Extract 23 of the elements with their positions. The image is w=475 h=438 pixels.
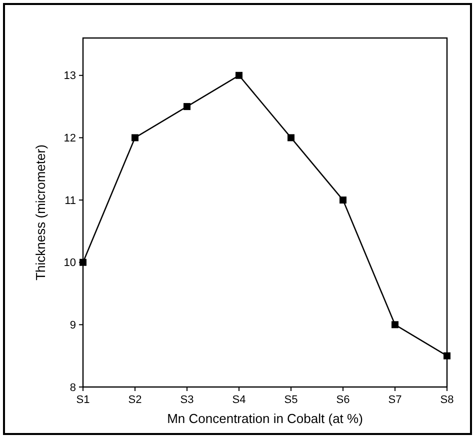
x-axis-title: Mn Concentration in Cobalt (at %) (167, 411, 363, 426)
y-tick-label: 9 (70, 320, 76, 332)
x-tick-label: S5 (284, 394, 298, 406)
x-tick-label: S7 (388, 394, 402, 406)
point (236, 72, 242, 79)
y-axis-title: Thickness (micrometer) (33, 144, 48, 280)
point (444, 352, 450, 360)
x-tick-label: S4 (232, 394, 246, 406)
x-tick-label: S6 (336, 394, 350, 406)
y-tick-label: 10 (64, 257, 76, 270)
y-tick-label: 12 (64, 132, 76, 145)
point (340, 196, 346, 204)
x-tick-label: S1 (76, 394, 90, 406)
point (288, 134, 294, 142)
point (184, 103, 190, 110)
point (132, 134, 138, 142)
y-tick-label: 8 (70, 382, 76, 394)
y-tick-label: 11 (64, 194, 76, 207)
y-tick-label: 13 (64, 70, 76, 82)
x-tick-label: S3 (180, 394, 194, 406)
x-tick-label: S8 (440, 394, 454, 406)
point (392, 321, 398, 328)
x-tick-label: S2 (128, 394, 142, 406)
